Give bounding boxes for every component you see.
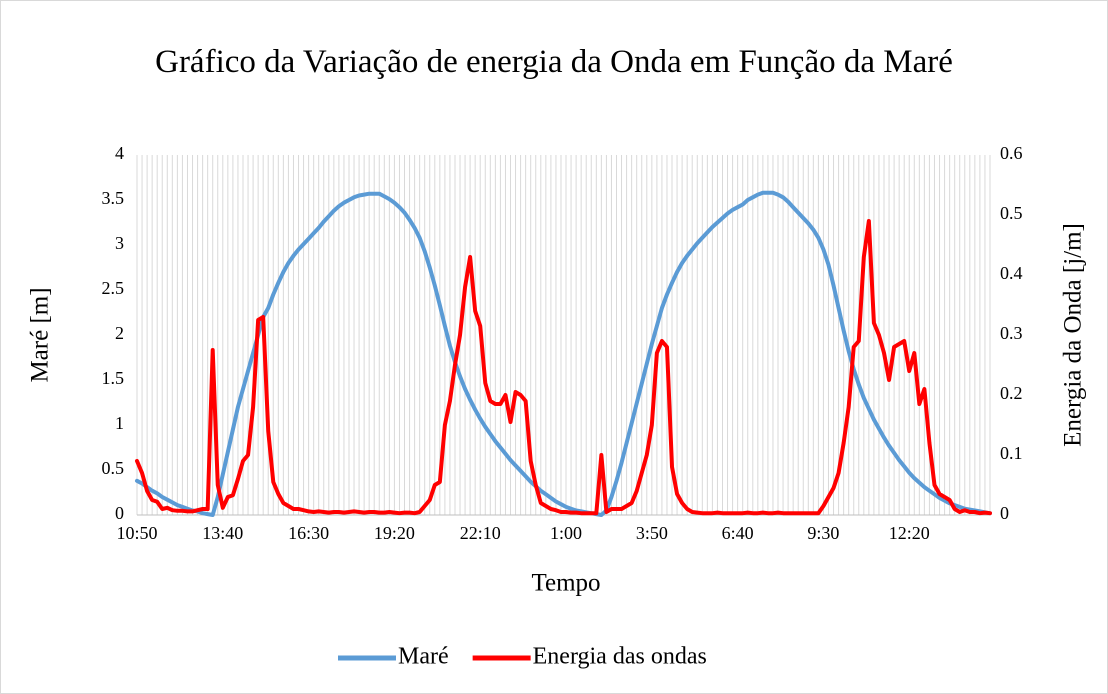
- x-tick-label: 1:00: [550, 523, 582, 543]
- x-tick-label: 9:30: [807, 523, 839, 543]
- y2-tick-label: 0.6: [1000, 143, 1023, 163]
- y-tick-label: 1.5: [102, 368, 125, 388]
- x-tick-label: 10:50: [116, 523, 157, 543]
- y2-tick-label: 0.5: [1000, 203, 1023, 223]
- y2-tick-label: 0.1: [1000, 443, 1023, 463]
- legend-label: Energia das ondas: [533, 644, 707, 670]
- y-tick-label: 3: [115, 233, 124, 253]
- x-tick-label: 22:10: [460, 523, 501, 543]
- x-tick-label: 16:30: [288, 523, 329, 543]
- y-axis-title: Maré [m]: [27, 287, 54, 382]
- y-tick-label: 1: [115, 413, 124, 433]
- y-tick-label: 4: [115, 143, 124, 163]
- series-line: [135, 219, 992, 516]
- y2-tick-label: 0.2: [1000, 383, 1023, 403]
- x-tick-label: 6:40: [722, 523, 754, 543]
- y2-tick-label: 0: [1000, 503, 1009, 523]
- chart-title: Gráfico da Variação de energia da Onda e…: [155, 44, 953, 80]
- series-line: [135, 190, 992, 517]
- x-tick-label: 3:50: [636, 523, 668, 543]
- legend-label: Maré: [398, 644, 449, 670]
- x-tick-label: 13:40: [202, 523, 243, 543]
- y2-tick-label: 0.4: [1000, 263, 1023, 283]
- y-tick-label: 3.5: [102, 188, 125, 208]
- y-tick-label: 0: [115, 503, 124, 523]
- x-axis-title: Tempo: [531, 570, 600, 597]
- x-tick-label: 19:20: [374, 523, 415, 543]
- y-tick-label: 0.5: [102, 458, 125, 478]
- y-tick-label: 2: [115, 323, 124, 343]
- y2-axis-title: Energia da Onda [j/m]: [1060, 223, 1087, 447]
- x-tick-label: 12:20: [889, 523, 930, 543]
- y-tick-label: 2.5: [102, 278, 125, 298]
- y2-tick-label: 0.3: [1000, 323, 1023, 343]
